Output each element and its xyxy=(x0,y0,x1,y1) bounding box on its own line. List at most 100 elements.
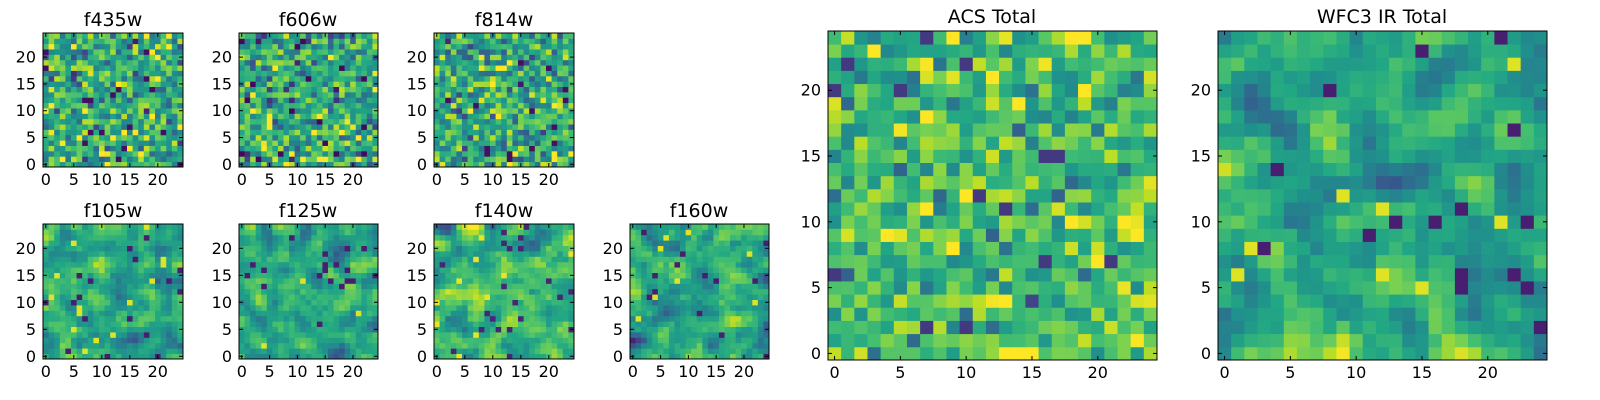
heatmap-cell xyxy=(255,332,262,338)
heatmap-cell xyxy=(361,229,368,236)
heatmap-cell xyxy=(646,224,653,230)
heatmap-cell xyxy=(478,245,485,252)
heatmap-cell xyxy=(652,234,659,241)
heatmap-cell xyxy=(239,124,245,130)
heatmap-cell xyxy=(546,310,552,317)
heatmap-cell xyxy=(87,145,94,152)
heatmap-cell xyxy=(439,240,446,246)
heatmap-cell xyxy=(93,234,100,241)
heatmap-cell xyxy=(149,321,156,327)
x-tick-label: 10 xyxy=(678,362,698,381)
heatmap-cell xyxy=(630,261,636,268)
y-tick-label: 20 xyxy=(16,48,36,67)
heatmap-cell xyxy=(462,315,468,322)
heatmap-cell xyxy=(149,315,156,322)
heatmap-cell xyxy=(115,251,122,257)
heatmap-cell xyxy=(557,288,564,295)
heatmap-cell xyxy=(87,49,94,55)
heatmap-cell xyxy=(87,156,94,163)
heatmap-cell xyxy=(551,161,558,168)
heatmap-cell xyxy=(680,283,686,290)
heatmap-cell xyxy=(272,113,279,120)
heatmap-cell xyxy=(473,86,480,93)
heatmap-cell xyxy=(724,283,731,290)
heatmap-cell xyxy=(355,102,362,109)
heatmap-cell xyxy=(959,162,974,177)
heatmap-cell xyxy=(239,140,245,146)
heatmap-cell xyxy=(59,129,66,136)
heatmap-cell xyxy=(546,332,552,338)
heatmap-cell xyxy=(311,86,318,93)
heatmap-cell xyxy=(668,288,675,295)
heatmap-cell xyxy=(674,342,681,349)
heatmap-cell xyxy=(250,288,257,295)
heatmap-cell xyxy=(518,283,524,290)
heatmap-cell xyxy=(484,75,491,82)
heatmap-cell xyxy=(546,65,552,71)
heatmap-cell xyxy=(473,278,480,284)
heatmap-cell xyxy=(171,348,178,354)
heatmap-cell xyxy=(76,332,83,338)
heatmap-cell xyxy=(255,38,262,45)
heatmap-cell xyxy=(685,288,692,295)
heatmap-cell xyxy=(473,337,480,344)
heatmap-cell xyxy=(110,140,117,146)
heatmap-cell xyxy=(439,229,446,236)
heatmap-cell xyxy=(828,175,842,190)
heatmap-cell xyxy=(327,315,334,322)
heatmap-cell xyxy=(752,326,759,333)
heatmap-cell xyxy=(512,332,519,338)
heatmap-cell xyxy=(551,240,558,246)
heatmap-cell xyxy=(696,310,703,317)
heatmap-cell xyxy=(372,332,379,338)
heatmap-cell xyxy=(1117,294,1132,308)
heatmap-cell xyxy=(71,245,77,252)
heatmap-cell xyxy=(300,97,307,104)
heatmap-cell xyxy=(277,108,284,114)
heatmap-cell xyxy=(534,75,541,82)
heatmap-cell xyxy=(1064,307,1079,321)
heatmap-cell xyxy=(115,229,122,236)
heatmap-cell xyxy=(691,315,698,322)
heatmap-cell xyxy=(121,305,128,311)
heatmap-cell xyxy=(512,278,519,284)
heatmap-cell xyxy=(327,113,334,120)
heatmap-cell xyxy=(155,75,161,82)
heatmap-cell xyxy=(350,91,357,98)
heatmap-cell xyxy=(478,134,485,141)
heatmap-cell xyxy=(730,326,737,333)
heatmap-cell xyxy=(339,240,346,246)
heatmap-cell xyxy=(121,267,128,273)
heatmap-cell xyxy=(713,272,720,279)
heatmap-cell xyxy=(366,245,373,252)
heatmap-cell xyxy=(311,150,318,157)
heatmap-cell xyxy=(82,224,89,230)
heatmap-cell xyxy=(568,256,575,263)
heatmap-cell xyxy=(316,156,323,163)
heatmap-cell xyxy=(283,129,290,136)
heatmap-cell xyxy=(316,348,323,354)
heatmap-cell xyxy=(646,348,653,354)
heatmap-cell xyxy=(283,224,290,230)
heatmap-cell xyxy=(523,102,530,109)
heatmap-cell xyxy=(272,272,279,279)
heatmap-cell xyxy=(82,288,89,295)
heatmap-cell xyxy=(160,256,167,263)
heatmap-cell xyxy=(239,305,245,311)
heatmap-cell xyxy=(546,337,552,344)
heatmap-cell xyxy=(735,256,742,263)
heatmap-cell xyxy=(339,81,346,87)
heatmap-cell xyxy=(99,315,105,322)
heatmap-cell xyxy=(289,134,295,141)
heatmap-cell xyxy=(680,278,686,284)
heatmap-cell xyxy=(635,294,642,300)
heatmap-cell xyxy=(1051,346,1066,361)
heatmap-cell xyxy=(99,102,105,109)
heatmap-cell xyxy=(696,321,703,327)
heatmap-cell xyxy=(568,305,575,311)
heatmap-cell xyxy=(272,278,279,284)
heatmap-cell xyxy=(355,240,362,246)
heatmap-cell xyxy=(529,113,536,120)
heatmap-cell xyxy=(71,156,77,163)
heatmap-cell xyxy=(239,118,245,125)
